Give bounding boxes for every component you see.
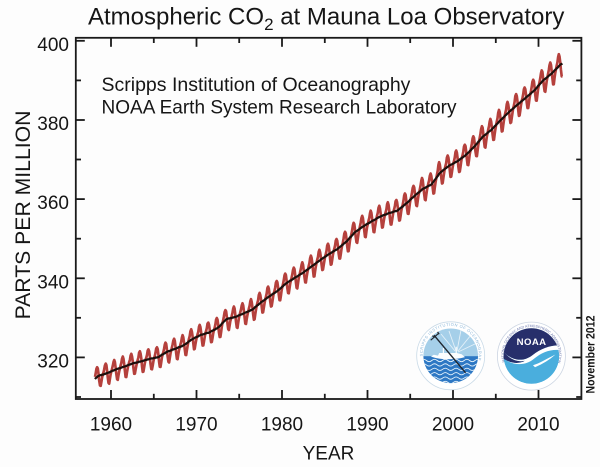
svg-text:2010: 2010 [517, 415, 559, 436]
svg-text:NOAA: NOAA [517, 337, 547, 348]
svg-text:340: 340 [37, 272, 69, 293]
svg-text:1980: 1980 [261, 415, 303, 436]
svg-text:380: 380 [37, 114, 69, 135]
svg-text:PARTS PER MILLION: PARTS PER MILLION [12, 111, 35, 320]
svg-text:YEAR: YEAR [303, 444, 355, 465]
svg-text:1960: 1960 [90, 415, 132, 436]
svg-text:Scripps Institution of Oceanog: Scripps Institution of Oceanography [102, 74, 411, 96]
svg-text:Atmospheric CO2 at Mauna Loa O: Atmospheric CO2 at Mauna Loa Observatory [88, 4, 564, 35]
svg-text:1970: 1970 [175, 415, 217, 436]
svg-text:November 2012: November 2012 [585, 316, 597, 394]
svg-text:400: 400 [37, 35, 69, 56]
svg-text:1990: 1990 [346, 415, 388, 436]
svg-text:360: 360 [37, 193, 69, 214]
svg-text:NOAA Earth System Research Lab: NOAA Earth System Research Laboratory [102, 97, 457, 119]
svg-text:320: 320 [37, 351, 69, 372]
svg-text:2000: 2000 [432, 415, 474, 436]
